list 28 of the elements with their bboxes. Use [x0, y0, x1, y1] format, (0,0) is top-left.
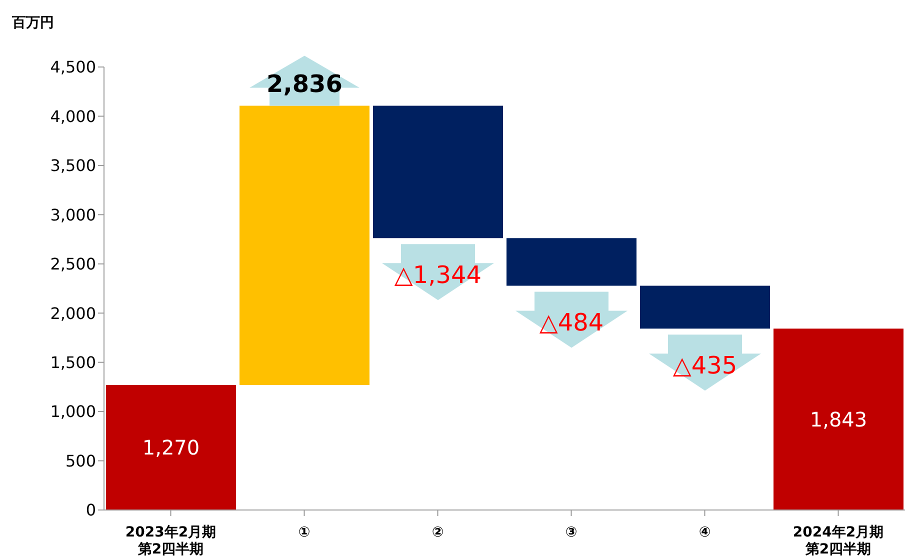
bar	[774, 328, 904, 510]
data-label: 1,270	[142, 435, 200, 460]
data-label: 2,836	[266, 70, 342, 98]
x-tick-label: 2023年2月期第2四半期	[125, 524, 216, 558]
y-tick-label: 2,500	[50, 254, 96, 274]
bar	[640, 286, 770, 329]
y-tick-label: 3,000	[50, 205, 96, 224]
bar	[506, 238, 636, 286]
y-tick-label: 3,500	[50, 156, 96, 176]
x-tick-label: ②	[432, 524, 444, 541]
x-tick-label: ①	[298, 524, 310, 541]
y-tick-label: 0	[86, 500, 96, 520]
y-tick-label: 1,000	[50, 402, 96, 422]
bar	[106, 384, 236, 510]
data-label: 1,843	[810, 407, 868, 432]
data-label: △1,344	[394, 261, 482, 290]
y-tick-label: 1,500	[50, 353, 96, 372]
data-label: △484	[539, 308, 604, 337]
y-tick-label: 500	[65, 451, 96, 470]
y-axis-title: 百万円	[12, 14, 54, 32]
x-tick-label: ③	[565, 524, 578, 541]
x-tick-label: ④	[698, 524, 711, 541]
data-label: △435	[672, 352, 738, 380]
y-tick-label: 4,500	[50, 58, 96, 77]
bar	[373, 106, 503, 238]
x-tick-label: 2024年2月期第2四半期	[792, 524, 884, 558]
y-tick-label: 4,000	[50, 106, 96, 126]
y-tick-label: 2,000	[50, 304, 96, 323]
